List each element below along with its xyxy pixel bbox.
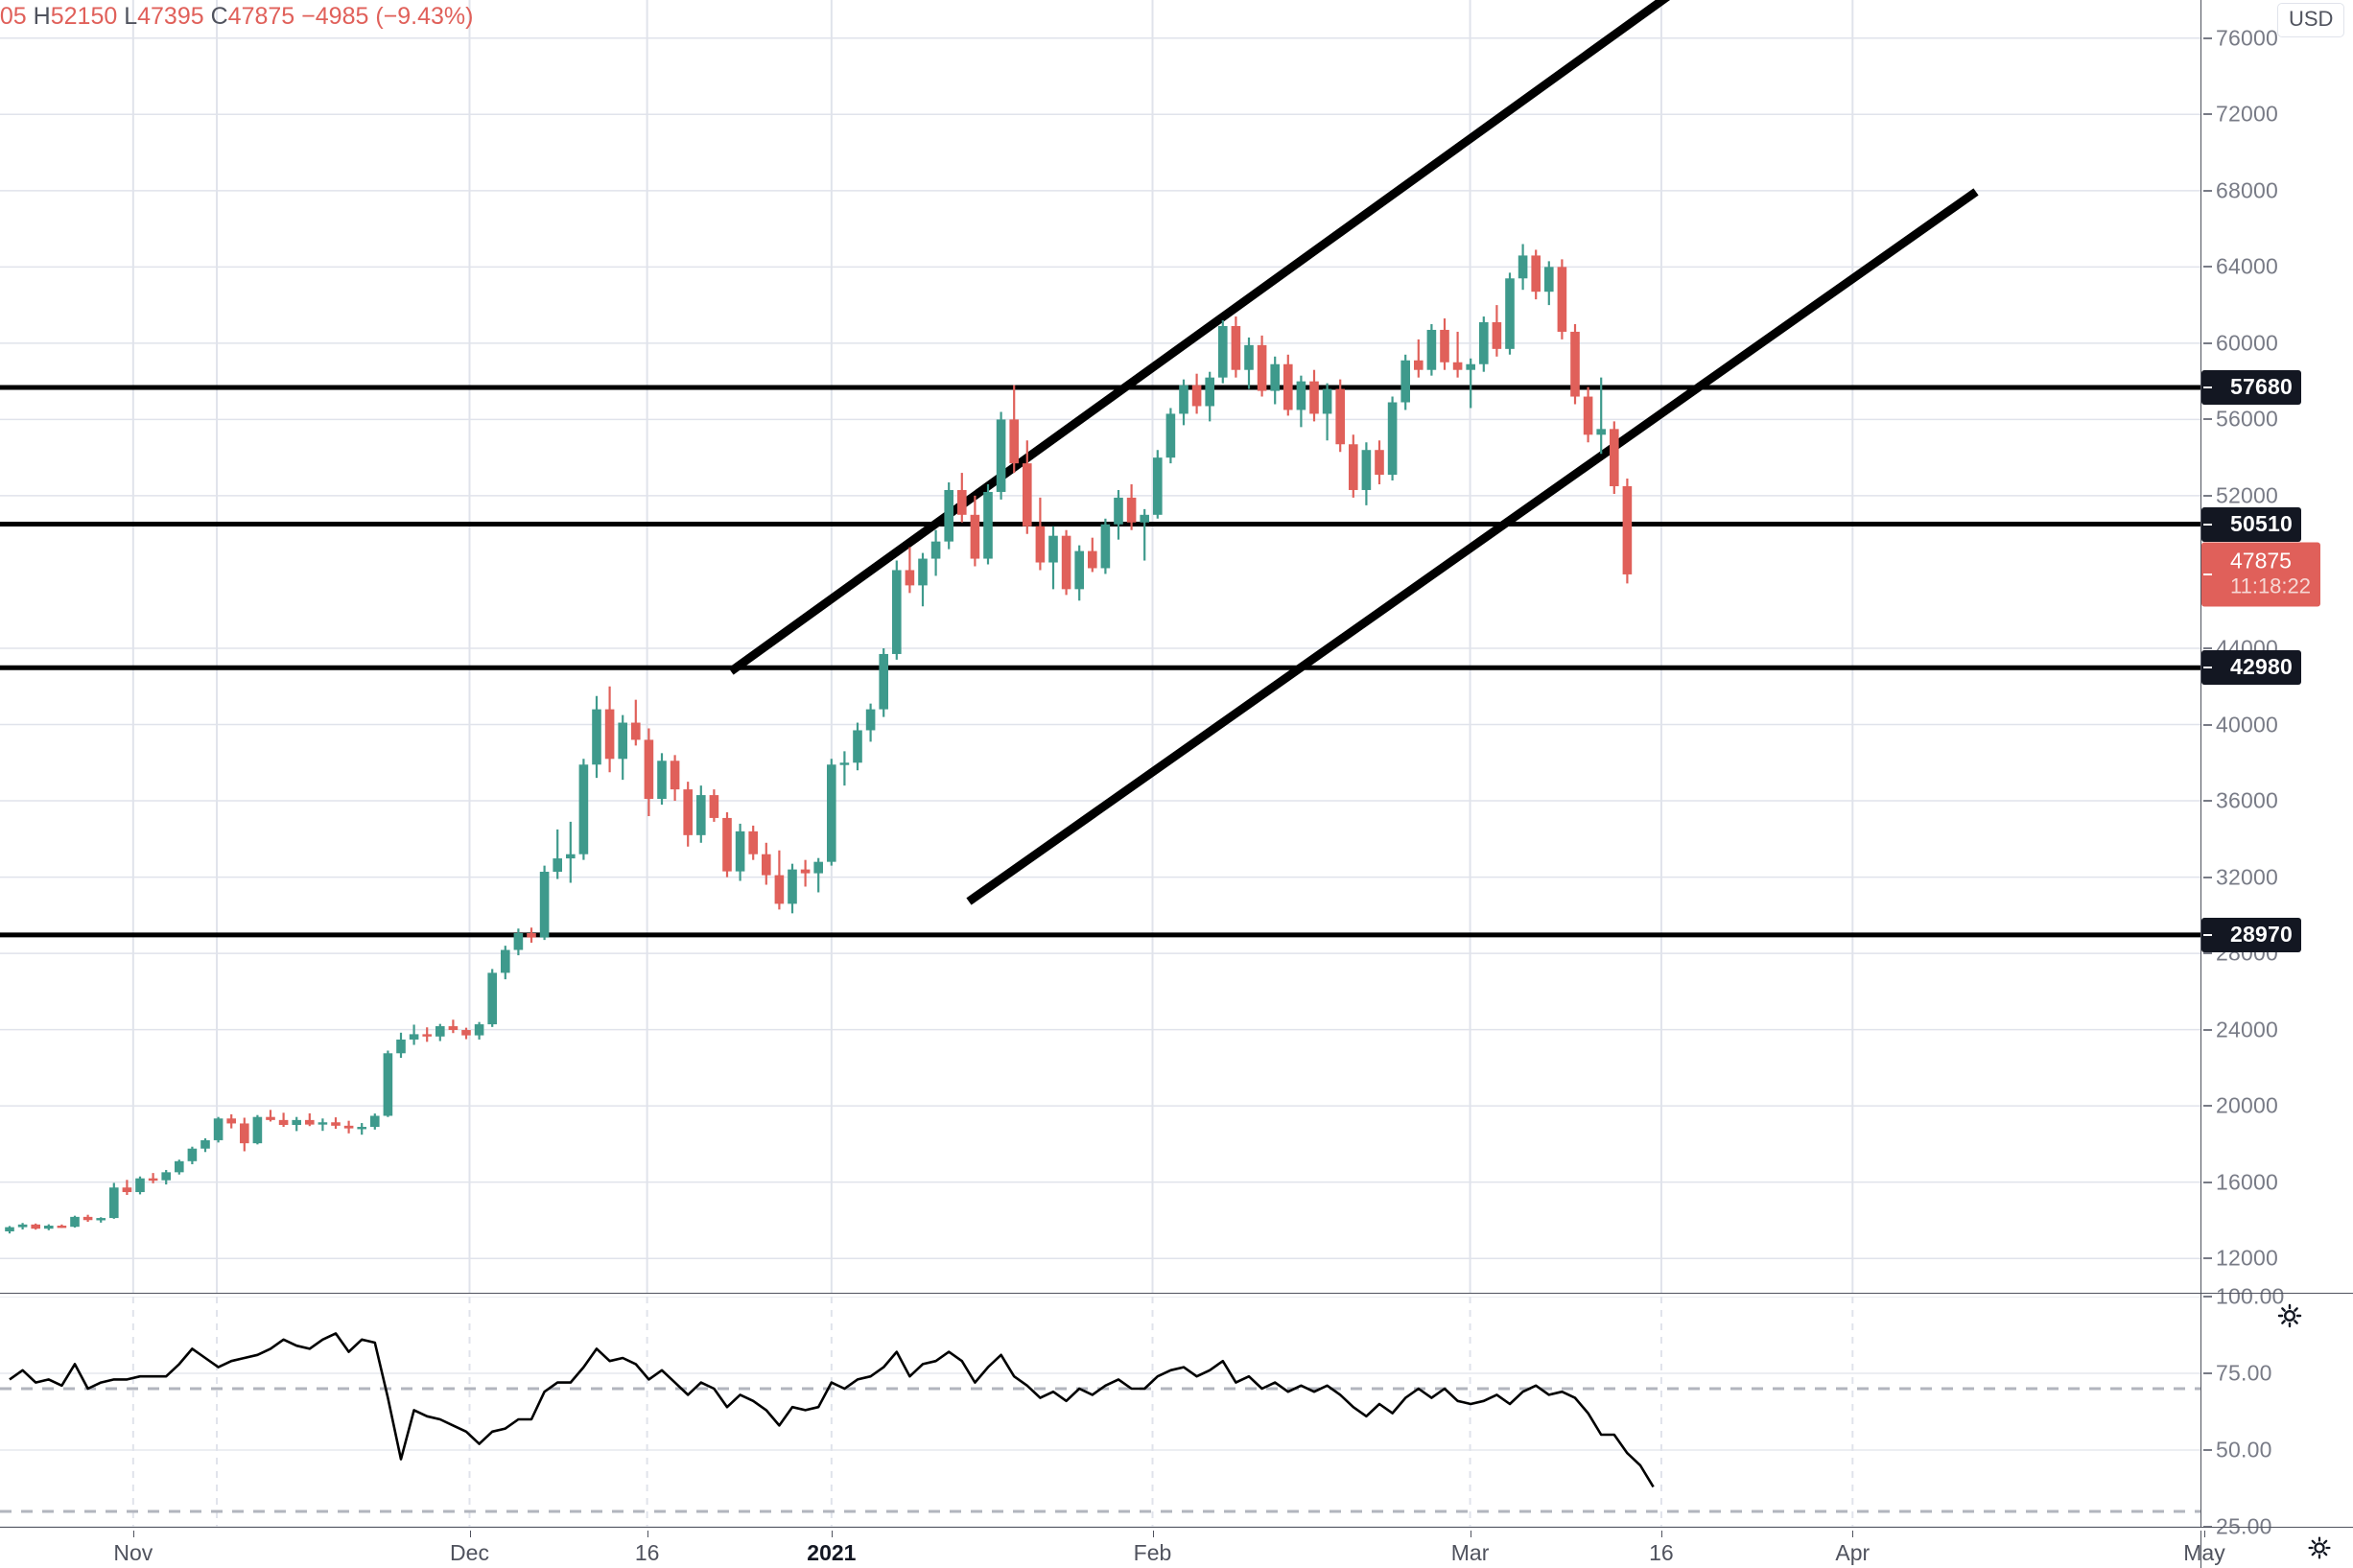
currency-badge[interactable]: USD [2277,3,2345,37]
price-tick-mark [2203,723,2212,726]
time-tick-label: 16 [1649,1540,1674,1565]
time-axis[interactable]: Nov Dec 16 2021 Feb Mar 16 Apr May [0,1531,2225,1568]
price-tick-mark [2203,36,2212,39]
price-tick-mark [2203,1028,2212,1031]
rsi-tick-label: 25.00 [2216,1513,2272,1539]
price-tick-mark [2203,1181,2212,1183]
price-tick-mark [2203,266,2212,269]
legend-change-percent: (−9.43%) [375,3,474,30]
time-tick-mark [132,1531,134,1537]
legend-low-value: 47395 [137,3,204,30]
last-price-value: 47875 [2230,548,2292,573]
legend-change: −4985 [301,3,369,30]
time-tick-mark [1852,1531,1854,1537]
legend-high-label: H [33,3,51,30]
price-tick-mark [2203,189,2212,192]
price-tick-label: 76000 [2216,25,2278,51]
price-tick-mark [2203,1105,2212,1108]
last-price-time: 11:18:22 [2230,573,2312,598]
legend-close-value: 47875 [227,3,295,30]
price-line-tick-mark [2203,933,2212,936]
rsi-tick-mark [2203,1372,2212,1374]
price-tick-label: 16000 [2216,1169,2278,1195]
price-tick-label: 36000 [2216,787,2278,813]
price-plot [0,0,2200,1293]
time-settings-gear-icon[interactable] [2304,1533,2335,1563]
price-tick-mark [2203,952,2212,955]
time-tick-label: Feb [1133,1540,1172,1565]
price-tick-label: 68000 [2216,177,2278,203]
last-price-badge[interactable]: 47875 11:18:22 [2201,542,2321,607]
price-line-tick-mark [2203,386,2212,388]
time-tick-label: Nov [113,1540,153,1565]
time-tick-mark [647,1531,648,1537]
price-line-badge[interactable]: 28970 [2201,917,2301,952]
time-tick-label: May [2183,1540,2225,1565]
price-tick-mark [2203,800,2212,803]
time-tick-mark [469,1531,471,1537]
rsi-pane[interactable] [0,1297,2200,1527]
price-tick-mark [2203,418,2212,421]
time-tick-label: 16 [634,1540,660,1565]
last-price-tick-mark [2203,573,2212,575]
rsi-tick-mark [2203,1296,2212,1298]
rsi-tick-label: 75.00 [2216,1360,2272,1386]
time-tick-mark [2203,1531,2205,1537]
price-tick-mark [2203,341,2212,344]
pane-separator-top[interactable] [0,1293,2353,1294]
price-tick-label: 12000 [2216,1245,2278,1271]
price-tick-label: 32000 [2216,864,2278,890]
price-tick-label: 24000 [2216,1017,2278,1042]
axis-separator-bottom [2200,1531,2201,1568]
time-tick-mark [1660,1531,1662,1537]
rsi-tick-label: 100.00 [2216,1283,2285,1309]
time-tick-label: 2021 [807,1540,857,1565]
price-tick-label: 60000 [2216,330,2278,356]
axis-separator [2200,0,2201,1527]
price-pane[interactable]: 505 H52150 L47395 C47875 −4985 (−9.43%) [0,0,2200,1293]
price-tick-mark [2203,113,2212,116]
price-tick-label: 20000 [2216,1092,2278,1118]
legend-high-value: 52150 [50,3,118,30]
rsi-tick-mark [2203,1449,2212,1451]
rsi-settings-gear-icon[interactable] [2273,1299,2306,1332]
price-tick-label: 40000 [2216,712,2278,737]
time-tick-label: Apr [1835,1540,1871,1565]
pane-separator-bottom[interactable] [0,1527,2353,1528]
time-tick-mark [1152,1531,1154,1537]
legend-low-label: L [124,3,138,30]
price-tick-label: 72000 [2216,101,2278,127]
price-tick-mark [2203,876,2212,878]
price-line-tick-mark [2203,667,2212,669]
price-tick-label: 56000 [2216,406,2278,432]
price-line-badge[interactable]: 50510 [2201,506,2301,542]
legend-open-value: 505 [0,3,27,30]
time-tick-mark [831,1531,833,1537]
time-tick-label: Dec [450,1540,489,1565]
price-line-tick-mark [2203,523,2212,526]
price-tick-label: 52000 [2216,482,2278,508]
rsi-axis[interactable]: 100.00 75.00 50.00 25.00 [2200,1284,2353,1539]
price-line-badge[interactable]: 57680 [2201,370,2301,405]
legend-close-label: C [210,3,228,30]
rsi-tick-label: 50.00 [2216,1437,2272,1463]
price-line-badge[interactable]: 42980 [2201,650,2301,686]
price-tick-mark [2203,646,2212,649]
price-tick-mark [2203,1257,2212,1260]
price-tick-mark [2203,494,2212,497]
rsi-plot [0,1297,2200,1527]
time-tick-label: Mar [1450,1540,1490,1565]
price-axis[interactable]: USD 76000 72000 68000 64000 60000 56000 52000 4… [2200,0,2353,1293]
ohlc-legend: 505 H52150 L47395 C47875 −4985 (−9.43%) [0,3,473,31]
price-tick-label: 64000 [2216,253,2278,279]
